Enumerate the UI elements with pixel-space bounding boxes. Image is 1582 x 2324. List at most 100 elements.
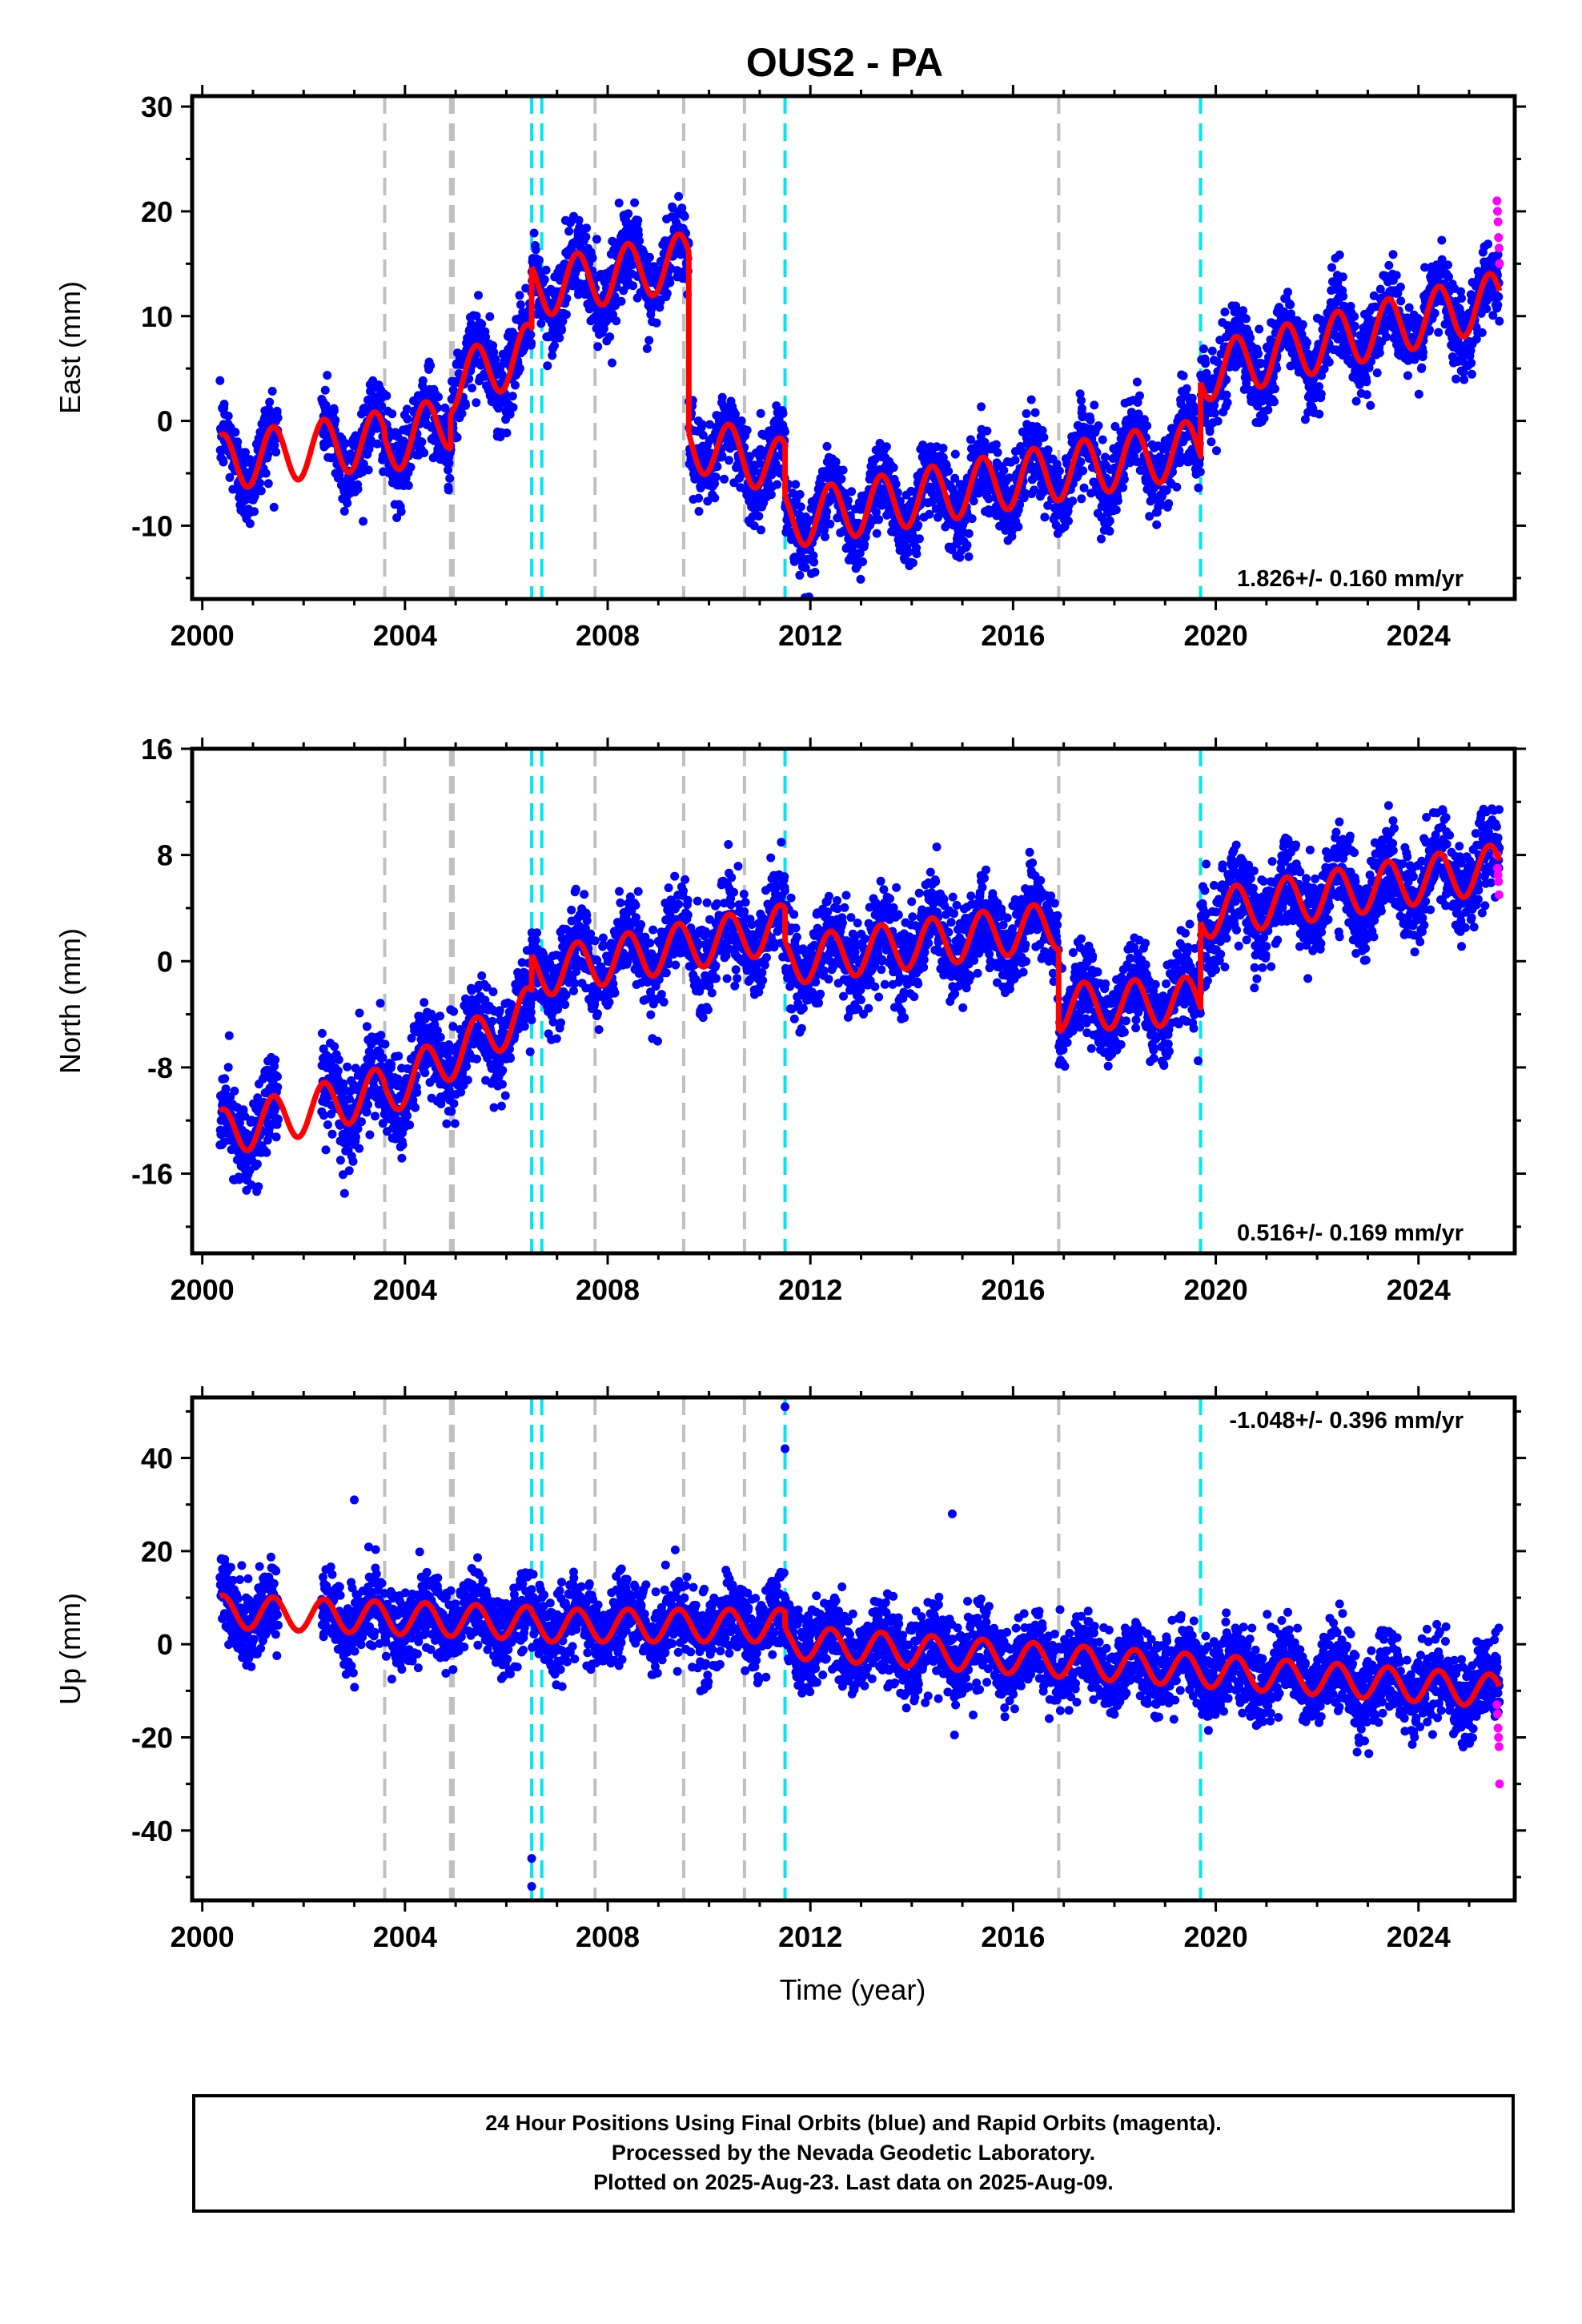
data-point — [1145, 512, 1154, 521]
data-point — [904, 548, 913, 557]
data-point — [1021, 489, 1030, 498]
data-point — [273, 1083, 283, 1092]
data-point — [1375, 284, 1385, 294]
data-point — [677, 203, 687, 213]
data-point — [665, 278, 675, 287]
data-point — [252, 1160, 262, 1169]
data-point — [274, 1115, 283, 1124]
final-orbit-points — [215, 801, 1504, 1198]
data-point — [929, 496, 938, 505]
data-point — [230, 1086, 239, 1096]
data-point — [642, 344, 652, 353]
data-point — [756, 408, 765, 418]
data-point — [1038, 426, 1047, 435]
data-point — [881, 442, 891, 452]
data-point — [1077, 494, 1086, 504]
data-point — [1213, 357, 1222, 367]
data-point — [1272, 364, 1282, 373]
rapid-orbit-point — [1492, 207, 1502, 216]
data-point — [612, 316, 621, 326]
y-tick-label: 20 — [141, 195, 173, 228]
data-point — [362, 1022, 371, 1031]
data-point — [938, 444, 948, 453]
data-point — [966, 435, 975, 444]
data-point — [1207, 346, 1217, 356]
plot-frame — [190, 94, 1517, 601]
velocity-label: 1.826+/- 0.160 mm/yr — [1237, 566, 1464, 592]
data-point — [1495, 316, 1504, 326]
data-point — [357, 1117, 366, 1127]
data-point — [1164, 499, 1174, 509]
data-point — [558, 316, 568, 326]
model-curve — [218, 231, 1503, 549]
data-point — [1362, 377, 1371, 387]
data-point — [485, 312, 495, 321]
data-point — [731, 409, 740, 419]
data-point — [265, 397, 275, 407]
data-point — [582, 223, 591, 233]
data-point — [809, 557, 819, 567]
data-point — [254, 1182, 263, 1192]
data-point — [345, 1094, 354, 1104]
data-point — [1207, 437, 1216, 447]
data-point — [457, 408, 467, 418]
data-point — [993, 448, 1002, 457]
data-point — [543, 361, 552, 371]
data-point — [1010, 456, 1020, 464]
data-point — [477, 320, 487, 329]
data-point — [320, 385, 330, 395]
data-point — [489, 348, 499, 357]
data-point — [710, 479, 719, 489]
data-point — [561, 310, 571, 320]
data-point — [1254, 349, 1263, 359]
data-point — [1039, 432, 1049, 442]
data-point — [555, 333, 564, 343]
y-tick-label: 0 — [157, 405, 173, 438]
data-point — [245, 519, 255, 529]
data-point — [1351, 396, 1361, 406]
data-point — [1030, 408, 1040, 417]
data-point — [1090, 400, 1099, 410]
data-point — [871, 454, 880, 464]
rapid-orbit-point — [1494, 233, 1504, 243]
data-point — [331, 416, 340, 425]
data-point — [263, 479, 273, 489]
data-point — [635, 236, 644, 246]
data-point — [1212, 446, 1221, 456]
chart-title: OUS2 - PA — [746, 40, 943, 85]
data-point — [1362, 390, 1371, 400]
data-point — [1419, 348, 1427, 357]
data-point — [614, 199, 624, 207]
data-point — [1022, 409, 1031, 418]
data-point — [801, 512, 810, 521]
data-point — [913, 521, 923, 530]
data-point — [1187, 393, 1197, 403]
data-point — [359, 459, 368, 468]
data-point — [624, 209, 633, 219]
data-point — [323, 371, 332, 380]
data-point — [1286, 300, 1295, 309]
data-point — [239, 1105, 248, 1115]
data-point — [754, 512, 764, 521]
data-point — [1338, 272, 1347, 282]
data-point — [1319, 364, 1329, 374]
data-point — [795, 570, 805, 580]
data-point — [644, 336, 654, 345]
data-point — [725, 456, 733, 465]
model-segment-6 — [1198, 271, 1503, 403]
data-point — [444, 465, 453, 475]
data-point — [628, 260, 636, 270]
data-point — [272, 406, 282, 416]
data-point — [1437, 235, 1447, 245]
model-segment-3 — [528, 231, 692, 433]
data-point — [1459, 368, 1468, 377]
data-point — [515, 291, 524, 300]
data-point — [323, 1120, 332, 1129]
data-point — [1178, 371, 1188, 380]
data-point — [633, 215, 643, 225]
data-point — [1040, 513, 1050, 522]
data-point — [219, 457, 228, 467]
data-point — [1316, 389, 1326, 399]
data-point — [749, 521, 759, 531]
data-point — [340, 439, 350, 448]
